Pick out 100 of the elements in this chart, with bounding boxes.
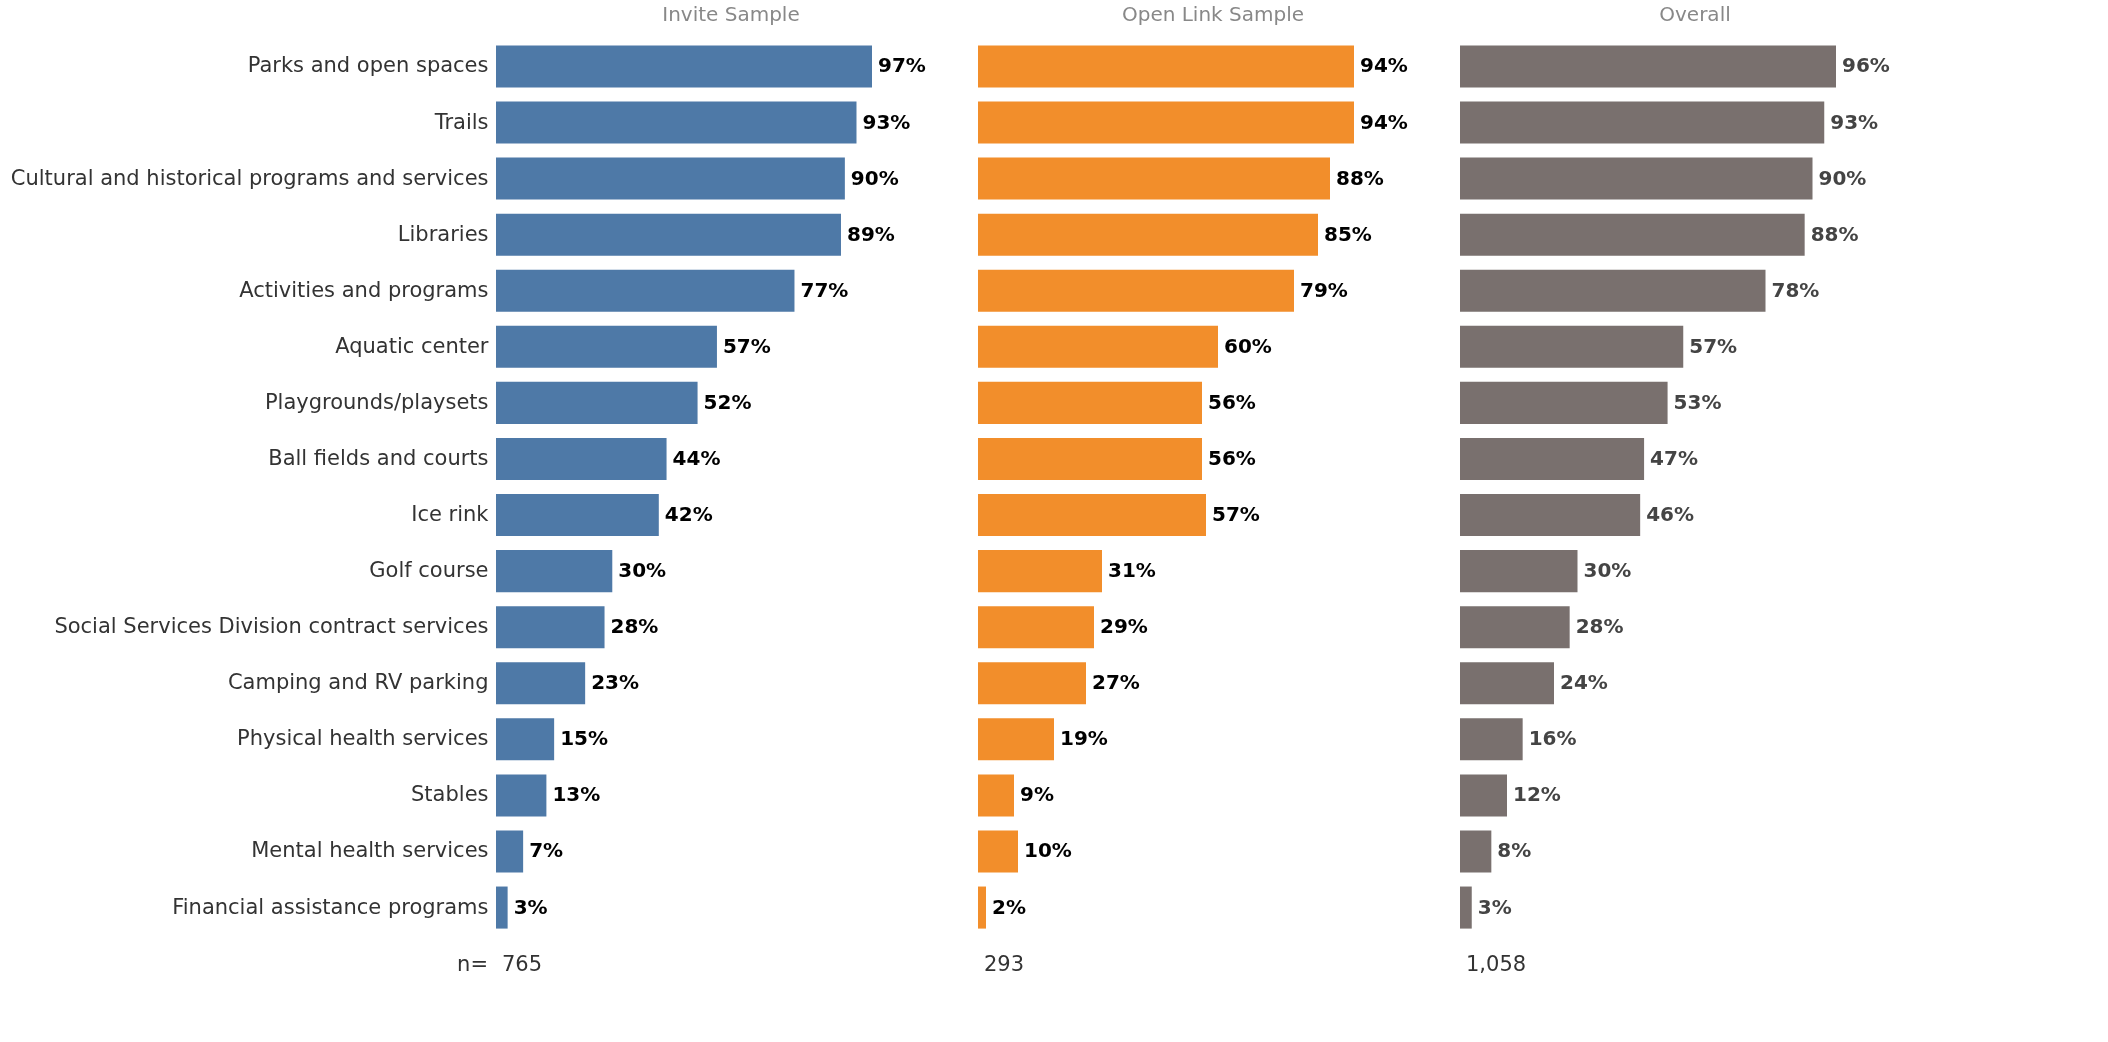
data-label: 12%: [1513, 782, 1561, 807]
y-tick-label: Cultural and historical programs and services: [10, 165, 489, 190]
bar: [978, 101, 1354, 144]
data-label: 57%: [722, 333, 771, 358]
bar: [978, 437, 1202, 480]
data-label: 8%: [1497, 838, 1532, 863]
bar: [978, 45, 1354, 88]
data-label: 88%: [1336, 165, 1384, 190]
y-tick-label: Playgrounds/playsets: [264, 389, 489, 414]
data-label: 9%: [1020, 782, 1054, 807]
data-label: 52%: [703, 389, 752, 414]
bar: [496, 830, 524, 873]
bar: [496, 550, 613, 593]
bar: [978, 269, 1294, 312]
bar: [978, 381, 1202, 424]
text: 1,058: [1466, 952, 1527, 976]
bar: [978, 325, 1218, 368]
data-label: 13%: [552, 782, 601, 807]
bar: [978, 550, 1102, 593]
y-tick-label: Ball fields and courts: [268, 445, 489, 470]
bar: [1460, 381, 1668, 424]
data-label: 7%: [529, 838, 564, 863]
bar: [1460, 437, 1645, 480]
bar: [1460, 830, 1492, 873]
bar: [1460, 101, 1825, 144]
bar: [978, 830, 1018, 873]
data-label: 93%: [1830, 109, 1879, 134]
bar: [496, 662, 586, 705]
data-label: 57%: [1212, 502, 1260, 527]
data-label: 2%: [992, 894, 1026, 919]
data-label: 53%: [1673, 389, 1722, 414]
data-label: 42%: [664, 502, 713, 527]
data-label: 24%: [1560, 670, 1608, 695]
data-label: 15%: [560, 726, 609, 751]
data-label: 28%: [1575, 614, 1624, 639]
data-label: 3%: [513, 894, 548, 919]
bar: [1460, 886, 1472, 929]
bar: [978, 213, 1318, 256]
data-label: 56%: [1208, 389, 1256, 414]
bar: [496, 325, 717, 368]
data-label: 56%: [1208, 445, 1256, 470]
data-label: 96%: [1842, 53, 1890, 78]
y-tick-label: Ice rink: [411, 502, 490, 527]
y-tick-label: Golf course: [369, 558, 489, 583]
bar: [978, 606, 1094, 649]
bar: [1460, 494, 1641, 537]
data-label: 44%: [672, 445, 721, 470]
y-tick-label: Aquatic center: [335, 333, 489, 358]
data-label: 88%: [1810, 221, 1859, 246]
bar: [1460, 550, 1578, 593]
y-tick-label: Parks and open spaces: [247, 53, 489, 78]
bar: [1460, 213, 1805, 256]
bar: [1460, 606, 1570, 649]
data-label: 90%: [850, 165, 899, 190]
data-label: 89%: [846, 221, 895, 246]
bar: [978, 157, 1330, 200]
bar: [496, 381, 698, 424]
data-label: 30%: [618, 558, 667, 583]
bar: [1460, 45, 1836, 88]
chart-title: Invite Sample: [662, 2, 800, 26]
data-label: 77%: [800, 277, 849, 302]
data-label: 16%: [1528, 726, 1577, 751]
data-label: 90%: [1818, 165, 1867, 190]
bar: [496, 718, 555, 761]
data-label: 3%: [1477, 894, 1512, 919]
chart-title: Open Link Sample: [1121, 2, 1305, 26]
bar: [1460, 325, 1684, 368]
data-label: 46%: [1646, 502, 1695, 527]
y-tick-label: Trails: [433, 109, 489, 134]
bar: [978, 494, 1206, 537]
data-label: 31%: [1108, 558, 1156, 583]
bar: [1460, 718, 1523, 761]
y-tick-label: Camping and RV parking: [227, 670, 489, 695]
data-label: 19%: [1060, 726, 1108, 751]
bar: [978, 662, 1086, 705]
data-label: 23%: [591, 670, 640, 695]
data-label: 97%: [878, 53, 926, 78]
data-label: 85%: [1324, 221, 1372, 246]
bar: [496, 157, 845, 200]
y-tick-label: Mental health services: [251, 838, 489, 863]
y-tick-label: Activities and programs: [239, 277, 489, 302]
data-label: 60%: [1224, 333, 1272, 358]
bar: [1460, 662, 1554, 705]
bar: [496, 101, 857, 144]
y-tick-label: Stables: [411, 782, 489, 807]
bar: [978, 774, 1014, 817]
y-tick-label: Financial assistance programs: [172, 894, 489, 919]
data-label: 29%: [1100, 614, 1148, 639]
bar: [1460, 774, 1507, 817]
text: 765: [502, 952, 543, 976]
data-label: 78%: [1771, 277, 1820, 302]
bar: [496, 606, 605, 649]
bar: [496, 269, 795, 312]
text: 293: [984, 952, 1025, 976]
data-label: 30%: [1583, 558, 1632, 583]
bar: [496, 774, 547, 817]
bar: [496, 494, 659, 537]
data-label: 28%: [610, 614, 659, 639]
data-label: 93%: [862, 109, 911, 134]
data-label: 79%: [1300, 277, 1348, 302]
